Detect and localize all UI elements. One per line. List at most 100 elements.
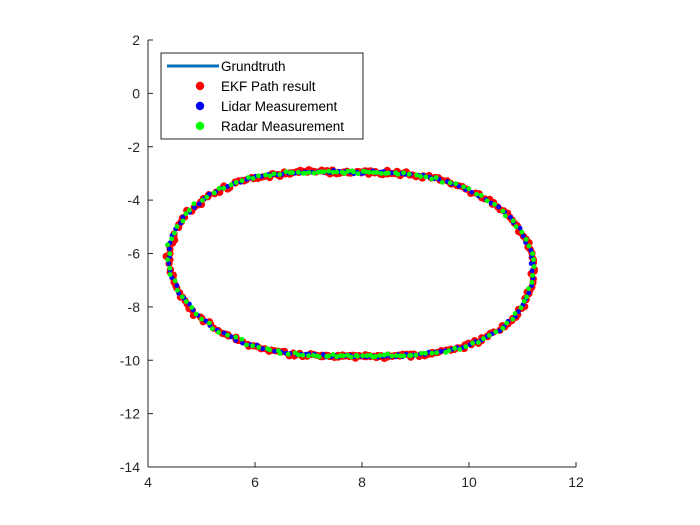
series-radar-point bbox=[500, 208, 506, 214]
series-radar-point bbox=[406, 171, 412, 177]
y-tick-label: -10 bbox=[120, 352, 140, 368]
series-radar-point bbox=[345, 352, 350, 358]
series-lidar-point bbox=[529, 268, 535, 274]
x-tick-label: 4 bbox=[144, 474, 152, 490]
series-radar-point bbox=[207, 320, 212, 326]
series-radar-point bbox=[529, 279, 535, 285]
series-radar-point bbox=[225, 332, 230, 338]
series-radar-point bbox=[523, 236, 529, 242]
series-radar-point bbox=[263, 172, 268, 178]
series-radar-point bbox=[330, 352, 336, 357]
series-radar-point bbox=[179, 294, 185, 300]
legend-label: Radar Measurement bbox=[221, 119, 344, 134]
y-tick-label: 2 bbox=[132, 32, 140, 48]
series-radar-point bbox=[518, 305, 524, 311]
series-radar-point bbox=[408, 353, 414, 358]
series-radar-point bbox=[423, 350, 428, 356]
series-lidar-point bbox=[508, 214, 513, 220]
y-tick-label: -2 bbox=[128, 139, 141, 155]
series-radar-point bbox=[316, 354, 322, 360]
series-radar-point bbox=[165, 242, 170, 248]
series-radar-point bbox=[330, 169, 336, 175]
series-radar-point bbox=[513, 224, 519, 229]
series-radar-point bbox=[452, 345, 458, 351]
y-tick-label: 0 bbox=[132, 85, 140, 101]
series-radar-point bbox=[277, 172, 283, 177]
series-radar-point bbox=[339, 169, 345, 175]
legend-marker bbox=[195, 101, 205, 111]
plot-area bbox=[162, 166, 538, 363]
series-lidar-point bbox=[203, 318, 209, 324]
series-radar-point bbox=[183, 299, 189, 304]
series-radar-point bbox=[453, 181, 459, 187]
series-radar-point bbox=[355, 353, 360, 359]
series-lidar-point bbox=[221, 330, 227, 336]
series-radar-point bbox=[180, 218, 186, 224]
x-tick-label: 12 bbox=[568, 474, 584, 490]
series-radar-point bbox=[493, 329, 499, 335]
series-radar-point bbox=[502, 213, 508, 219]
series-radar-point bbox=[186, 207, 192, 213]
series-radar-point bbox=[334, 354, 340, 360]
series-radar-point bbox=[500, 325, 506, 331]
series-radar-point bbox=[349, 168, 355, 174]
series-radar-point bbox=[419, 350, 425, 356]
series-radar-point bbox=[378, 170, 384, 176]
series-radar-point bbox=[326, 168, 332, 174]
series-radar-point bbox=[360, 169, 366, 174]
series-radar-point bbox=[530, 251, 535, 257]
series-radar-point bbox=[370, 170, 376, 175]
series-radar-point bbox=[423, 174, 429, 180]
series-radar-point bbox=[315, 169, 321, 175]
series-radar-point bbox=[334, 169, 340, 175]
series-radar-point bbox=[433, 175, 439, 180]
series-lidar-point bbox=[240, 340, 245, 346]
series-radar-point bbox=[191, 201, 197, 207]
legend-label: EKF Path result bbox=[221, 79, 316, 94]
series-lidar-point bbox=[520, 233, 526, 239]
series-radar-point bbox=[364, 353, 370, 359]
series-radar-point bbox=[434, 350, 440, 356]
series-lidar-point bbox=[517, 225, 523, 231]
series-radar-point bbox=[326, 353, 332, 359]
series-lidar-point bbox=[233, 338, 239, 343]
series-radar-point bbox=[167, 265, 173, 271]
series-radar-point bbox=[311, 170, 317, 176]
series-radar-point bbox=[209, 326, 215, 331]
series-radar-point bbox=[193, 311, 199, 317]
series-radar-point bbox=[401, 170, 406, 176]
series-radar-point bbox=[393, 170, 399, 176]
series-radar-point bbox=[383, 171, 388, 176]
series-lidar-point bbox=[469, 189, 475, 195]
series-radar-point bbox=[167, 272, 173, 277]
series-radar-point bbox=[283, 169, 289, 175]
series-radar-point bbox=[348, 354, 354, 360]
series-radar-point bbox=[504, 320, 510, 326]
series-radar-point bbox=[267, 347, 273, 353]
series-radar-point bbox=[300, 170, 306, 176]
series-radar-point bbox=[526, 286, 531, 292]
series-radar-point bbox=[233, 334, 239, 340]
legend-label: Grundtruth bbox=[221, 59, 286, 74]
series-radar-point bbox=[287, 170, 293, 175]
series-radar-point bbox=[250, 343, 255, 349]
series-radar-point bbox=[526, 243, 532, 249]
series-radar-point bbox=[484, 198, 490, 204]
series-radar-point bbox=[457, 347, 463, 352]
series-radar-point bbox=[486, 333, 492, 338]
series-lidar-point bbox=[192, 204, 197, 210]
series-radar-point bbox=[277, 351, 283, 356]
series-radar-point bbox=[310, 353, 316, 358]
series-radar-point bbox=[478, 193, 484, 198]
series-radar-point bbox=[172, 278, 178, 284]
legend-label: Lidar Measurement bbox=[221, 99, 338, 114]
series-radar-point bbox=[169, 236, 175, 242]
x-tick-label: 10 bbox=[461, 474, 477, 490]
series-radar-point bbox=[244, 342, 249, 348]
legend-marker bbox=[195, 81, 205, 91]
series-lidar-point bbox=[272, 348, 278, 354]
series-radar-point bbox=[199, 197, 205, 203]
x-tick-label: 6 bbox=[251, 474, 259, 490]
series-radar-point bbox=[521, 298, 527, 304]
series-lidar-point bbox=[166, 261, 172, 266]
